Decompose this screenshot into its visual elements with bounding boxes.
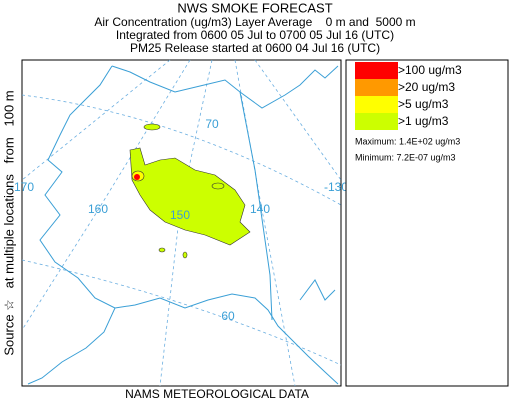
- legend-label: >5 ug/m3: [398, 97, 449, 111]
- subtitle: Air Concentration (ug/m3) Layer Average …: [94, 15, 415, 29]
- graticule: [21, 94, 342, 206]
- footer: NAMS METEOROLOGICAL DATA: [125, 387, 309, 401]
- plume-area: [129, 147, 251, 246]
- graticule-label: 60: [221, 309, 235, 323]
- legend-max: Maximum: 1.4E+02 ug/m3: [355, 136, 460, 146]
- graticule-label: -170: [10, 180, 34, 194]
- coastline: [114, 293, 339, 385]
- legend-min: Minimum: 7.2E-07 ug/m3: [355, 152, 456, 162]
- legend: Maximum: 1.4E+02 ug/m3 Minimum: 7.2E-07 …: [345, 59, 509, 387]
- legend-label: >20 ug/m3: [398, 80, 455, 94]
- map: 70 -170 160 150 140 -130 60: [10, 59, 348, 387]
- graticule-label: -130: [324, 180, 348, 194]
- legend-label: >100 ug/m3: [398, 63, 462, 77]
- graticule-label: 150: [170, 208, 190, 222]
- graticule: [159, 59, 213, 387]
- graticule: [254, 59, 342, 181]
- plume-area: [182, 251, 188, 259]
- border: [239, 91, 273, 321]
- graticule-label: 70: [205, 117, 219, 131]
- plume-area: [211, 182, 225, 190]
- graticule: [234, 59, 296, 387]
- coastline: [299, 279, 336, 301]
- legend-swatch: [355, 113, 398, 130]
- title: NWS SMOKE FORECAST: [177, 0, 332, 15]
- legend-swatch: [355, 62, 398, 79]
- side-label: Source ☆ at multiple locations from 100 …: [1, 90, 16, 355]
- legend-swatch: [355, 96, 398, 113]
- graticule-label: 160: [88, 202, 108, 216]
- coastline: [27, 65, 116, 385]
- subtitle: Integrated from 0600 05 Jul to 0700 05 J…: [116, 28, 394, 42]
- plume-area: [143, 123, 161, 131]
- graticule-label: 140: [250, 202, 270, 216]
- legend-label: >1 ug/m3: [398, 114, 449, 128]
- legend-swatch: [355, 79, 398, 96]
- plume-area: [134, 174, 140, 180]
- graticule: [21, 59, 191, 331]
- subtitle: PM25 Release started at 0600 04 Jul 16 (…: [130, 41, 380, 55]
- plume-area: [158, 247, 166, 253]
- plume: [129, 123, 251, 259]
